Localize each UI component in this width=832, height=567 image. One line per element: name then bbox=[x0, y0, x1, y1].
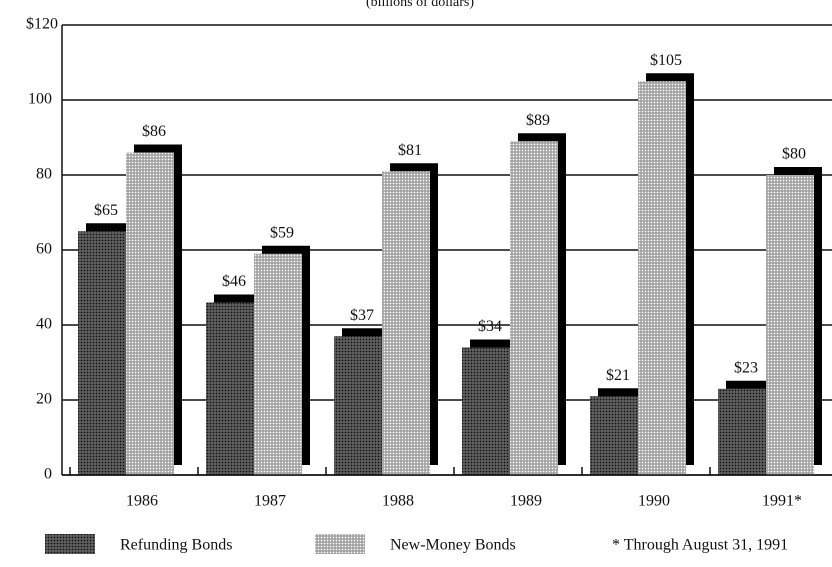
data-label: $34 bbox=[478, 318, 502, 335]
bar bbox=[462, 347, 510, 475]
bar bbox=[382, 171, 430, 475]
y-tick-label: 80 bbox=[36, 166, 52, 183]
x-tick-label: 1986 bbox=[126, 493, 158, 510]
bar bbox=[766, 175, 814, 475]
data-label: $59 bbox=[270, 224, 294, 241]
x-tick-label: 1987 bbox=[254, 493, 286, 510]
data-label: $46 bbox=[222, 273, 246, 290]
y-tick-label: 20 bbox=[36, 391, 52, 408]
data-label: $80 bbox=[782, 146, 806, 163]
data-label: $37 bbox=[350, 307, 374, 324]
chart-subtitle: (billions of dollars) bbox=[366, 0, 474, 10]
x-tick-label: 1989 bbox=[510, 493, 542, 510]
legend-swatch bbox=[315, 534, 365, 554]
x-tick-label: 1988 bbox=[382, 493, 414, 510]
bar bbox=[590, 396, 638, 475]
bar bbox=[334, 336, 382, 475]
legend-label: New-Money Bonds bbox=[390, 537, 516, 554]
note: * Through August 31, 1991 bbox=[612, 537, 788, 554]
y-tick-label: $120 bbox=[26, 16, 58, 33]
data-label: $86 bbox=[142, 123, 166, 140]
data-label: $105 bbox=[650, 52, 682, 69]
bar bbox=[126, 152, 174, 475]
bar bbox=[510, 141, 558, 475]
legend-swatch bbox=[45, 534, 95, 554]
bar bbox=[718, 388, 766, 475]
bar bbox=[638, 81, 686, 475]
y-tick-label: 60 bbox=[36, 241, 52, 258]
x-tick-label: 1991* bbox=[762, 493, 802, 510]
x-tick-label: 1990 bbox=[638, 493, 670, 510]
data-label: $89 bbox=[526, 112, 550, 129]
y-tick-label: 0 bbox=[44, 466, 52, 483]
y-tick-label: 40 bbox=[36, 316, 52, 333]
data-label: $23 bbox=[734, 359, 758, 376]
bar bbox=[254, 253, 302, 475]
bar bbox=[206, 302, 254, 475]
bar bbox=[78, 231, 126, 475]
data-label: $81 bbox=[398, 142, 422, 159]
data-label: $65 bbox=[94, 202, 118, 219]
y-tick-label: 100 bbox=[28, 91, 52, 108]
data-label: $21 bbox=[606, 367, 630, 384]
legend-label: Refunding Bonds bbox=[120, 537, 232, 554]
